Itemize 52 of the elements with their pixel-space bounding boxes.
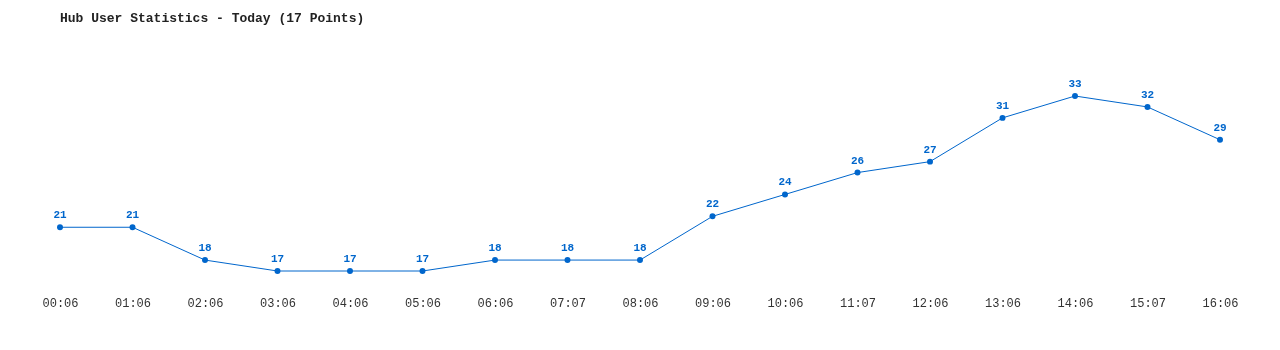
point <box>419 268 426 274</box>
data-label: 17 <box>270 253 285 265</box>
data-label: 18 <box>488 242 502 255</box>
point <box>564 257 571 264</box>
data-label: 17 <box>343 253 357 265</box>
x-tick-label: 07:07 <box>549 296 587 311</box>
point <box>1217 136 1223 143</box>
data-label: 21 <box>125 209 140 222</box>
chart-title: Hub User Statistics - Today (17 Points) <box>60 11 365 26</box>
point <box>927 158 933 165</box>
point <box>854 169 861 176</box>
x-tick-label: 14:06 <box>1057 296 1094 311</box>
x-tick-label: 03:06 <box>259 296 297 311</box>
x-tick-label: 10:06 <box>767 296 804 311</box>
x-tick-label: 16:06 <box>1202 296 1239 311</box>
data-label: 18 <box>560 242 575 255</box>
data-label: 31 <box>995 99 1010 112</box>
point <box>637 257 643 264</box>
x-tick-label: 00:06 <box>42 296 79 311</box>
data-label: 24 <box>778 176 792 189</box>
data-label: 32 <box>1140 88 1155 101</box>
data-label: 29 <box>1213 121 1227 134</box>
data-label: 18 <box>198 242 212 255</box>
data-label: 21 <box>53 209 67 222</box>
data-label: 17 <box>415 253 430 265</box>
point <box>492 257 498 264</box>
x-tick-label: 13:06 <box>984 296 1022 311</box>
x-tick-label: 05:06 <box>404 296 442 311</box>
data-label: 33 <box>1068 78 1082 90</box>
point <box>129 224 136 231</box>
point <box>57 224 63 231</box>
point <box>709 213 716 220</box>
data-label: 27 <box>923 143 937 156</box>
point <box>274 268 281 274</box>
data-label: 22 <box>705 198 720 211</box>
x-tick-label: 06:06 <box>477 296 514 311</box>
x-tick-label: 01:06 <box>114 296 152 311</box>
x-tick-label: 12:06 <box>912 296 949 311</box>
x-tick-label: 11:07 <box>839 296 877 311</box>
point <box>202 257 208 264</box>
data-label: 18 <box>633 242 647 255</box>
point <box>347 268 353 274</box>
point <box>1072 93 1078 99</box>
point <box>999 114 1006 121</box>
data-label: 26 <box>850 154 865 167</box>
x-tick-label: 09:06 <box>694 296 732 311</box>
x-tick-label: 02:06 <box>187 296 224 311</box>
point <box>782 191 788 198</box>
x-tick-label: 15:07 <box>1129 296 1167 311</box>
x-tick-label: 08:06 <box>622 296 659 311</box>
point <box>1144 103 1151 110</box>
x-tick-label: 04:06 <box>332 296 369 311</box>
